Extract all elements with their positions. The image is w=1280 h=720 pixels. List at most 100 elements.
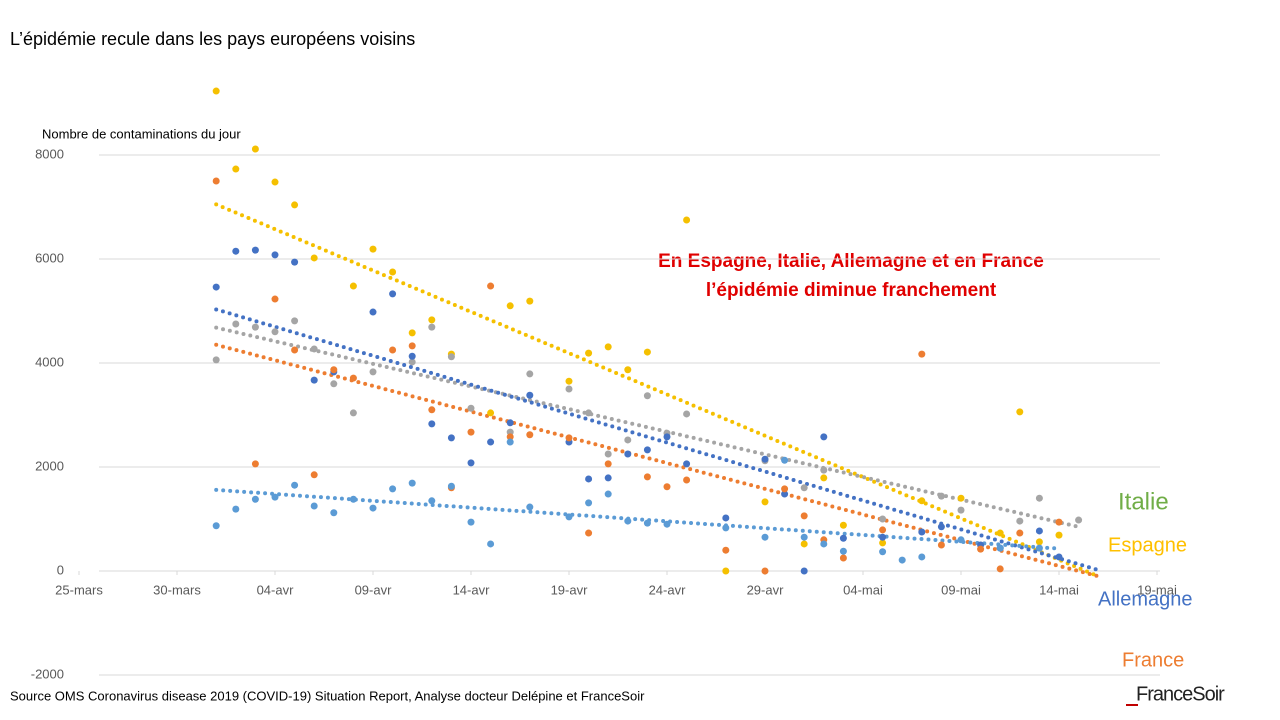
- point: [839, 534, 847, 542]
- point: [820, 433, 828, 441]
- point: [996, 565, 1004, 573]
- trend-line: [214, 307, 1101, 572]
- point: [330, 380, 338, 388]
- point: [467, 428, 475, 436]
- x-tick-label: 25-mars: [55, 582, 103, 597]
- point: [879, 539, 887, 547]
- point: [1035, 527, 1043, 535]
- point: [232, 505, 240, 513]
- point: [937, 541, 945, 549]
- point: [643, 446, 651, 454]
- x-tick-label: 30-mars: [153, 582, 201, 597]
- y-tick-label: 0: [57, 562, 64, 577]
- y-tick-label: 2000: [35, 458, 64, 473]
- point: [526, 370, 534, 378]
- legend-label: France: [1122, 649, 1184, 671]
- point: [977, 545, 985, 553]
- x-tick-label: 19-avr: [551, 582, 589, 597]
- point: [487, 409, 495, 417]
- point: [310, 471, 318, 479]
- point: [918, 553, 926, 561]
- point: [937, 492, 945, 500]
- point: [369, 368, 377, 376]
- point: [369, 504, 377, 512]
- point: [937, 523, 945, 531]
- point: [349, 282, 357, 290]
- point: [604, 343, 612, 351]
- point: [624, 517, 632, 525]
- point: [428, 420, 436, 428]
- point: [898, 556, 906, 564]
- point: [643, 519, 651, 527]
- point: [800, 484, 808, 492]
- x-tick-label: 29-avr: [747, 582, 785, 597]
- point: [683, 216, 691, 224]
- point: [624, 450, 632, 458]
- point: [761, 498, 769, 506]
- point: [330, 509, 338, 517]
- point: [957, 494, 965, 502]
- point: [663, 520, 671, 528]
- point: [820, 466, 828, 474]
- point: [1055, 518, 1063, 526]
- point: [389, 346, 397, 354]
- x-tick-label: 14-avr: [453, 582, 491, 597]
- point: [408, 342, 416, 350]
- legend-label: Espagne: [1108, 534, 1187, 556]
- point: [526, 391, 534, 399]
- point: [389, 290, 397, 298]
- point: [761, 567, 769, 575]
- x-tick-label: 24-avr: [649, 582, 687, 597]
- x-tick-label: 04-mai: [843, 582, 883, 597]
- x-tick-label: 09-avr: [355, 582, 393, 597]
- point: [996, 544, 1004, 552]
- point: [428, 406, 436, 414]
- legend-label: Italie: [1118, 488, 1169, 515]
- point: [683, 460, 691, 468]
- point: [879, 526, 887, 534]
- point: [408, 352, 416, 360]
- point: [996, 529, 1004, 537]
- point: [408, 329, 416, 337]
- point: [1016, 529, 1024, 537]
- point: [820, 474, 828, 482]
- point: [839, 554, 847, 562]
- point: [663, 433, 671, 441]
- y-tick-label: 6000: [35, 250, 64, 265]
- point: [487, 438, 495, 446]
- point: [585, 475, 593, 483]
- point: [526, 297, 534, 305]
- annotation: l’épidémie diminue franchement: [706, 280, 997, 301]
- point: [918, 497, 926, 505]
- point: [487, 282, 495, 290]
- point: [722, 567, 730, 575]
- point: [565, 434, 573, 442]
- point: [643, 473, 651, 481]
- point: [291, 258, 299, 266]
- point: [310, 254, 318, 262]
- trend-line: [214, 325, 1081, 529]
- point: [879, 548, 887, 556]
- point: [251, 246, 259, 254]
- point: [212, 87, 220, 95]
- point: [1075, 516, 1083, 524]
- point: [643, 392, 651, 400]
- point: [683, 410, 691, 418]
- point: [506, 302, 514, 310]
- point: [820, 540, 828, 548]
- point: [428, 323, 436, 331]
- point: [389, 268, 397, 276]
- point: [467, 459, 475, 467]
- point: [957, 536, 965, 544]
- point: [310, 345, 318, 353]
- x-tick-label: 14-mai: [1039, 582, 1079, 597]
- point: [291, 346, 299, 354]
- point: [271, 493, 279, 501]
- point: [879, 515, 887, 523]
- point: [624, 366, 632, 374]
- point: [389, 485, 397, 493]
- point: [585, 349, 593, 357]
- point: [585, 529, 593, 537]
- point: [251, 323, 259, 331]
- point: [624, 436, 632, 444]
